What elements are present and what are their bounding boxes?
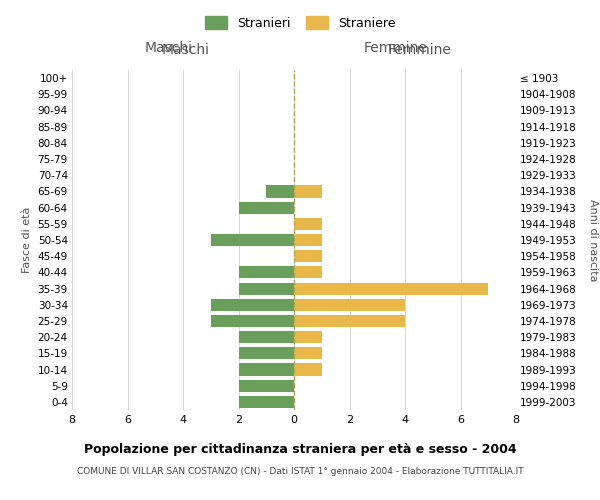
Bar (211, 298, 294, 311)
Bar (294, 331, 322, 343)
Bar (266, 186, 294, 198)
Text: Maschi: Maschi (145, 41, 193, 55)
Y-axis label: Anni di nascita: Anni di nascita (588, 198, 598, 281)
Text: Maschi: Maschi (162, 44, 210, 58)
Bar (239, 266, 294, 278)
Bar (239, 282, 294, 294)
Bar (239, 396, 294, 408)
Bar (294, 315, 405, 327)
Bar (294, 218, 322, 230)
Bar (294, 364, 322, 376)
Bar (239, 331, 294, 343)
Y-axis label: Fasce di età: Fasce di età (22, 207, 32, 273)
Text: COMUNE DI VILLAR SAN COSTANZO (CN) - Dati ISTAT 1° gennaio 2004 - Elaborazione T: COMUNE DI VILLAR SAN COSTANZO (CN) - Dat… (77, 468, 523, 476)
Bar (211, 315, 294, 327)
Bar (294, 250, 322, 262)
Bar (239, 380, 294, 392)
Bar (294, 186, 322, 198)
Bar (294, 282, 488, 294)
Bar (239, 364, 294, 376)
Bar (294, 348, 322, 360)
Legend: Stranieri, Straniere: Stranieri, Straniere (199, 11, 401, 35)
Bar (239, 348, 294, 360)
Bar (239, 202, 294, 213)
Text: Femmine: Femmine (388, 44, 451, 58)
Bar (211, 234, 294, 246)
Bar (294, 266, 322, 278)
Bar (294, 234, 322, 246)
Bar (294, 298, 405, 311)
Text: Femmine: Femmine (364, 41, 427, 55)
Text: Popolazione per cittadinanza straniera per età e sesso - 2004: Popolazione per cittadinanza straniera p… (83, 442, 517, 456)
